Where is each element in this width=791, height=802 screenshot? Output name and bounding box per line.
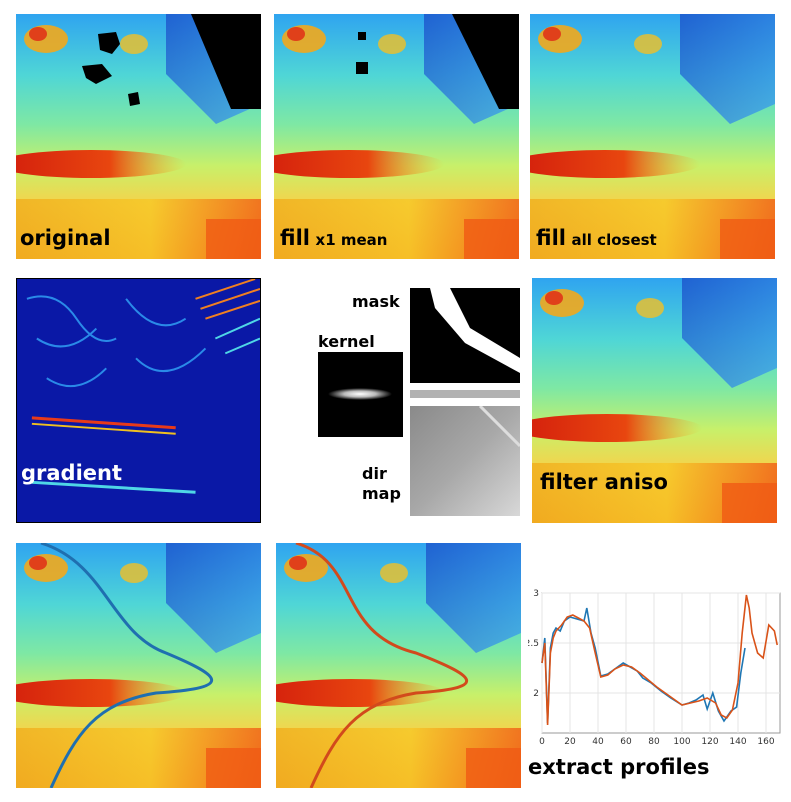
x-tick-label: 100 xyxy=(673,737,690,747)
x-tick-label: 20 xyxy=(564,737,576,747)
missing-region xyxy=(356,62,368,74)
dir-map-image xyxy=(410,406,520,516)
y-tick-label: 2.5 xyxy=(528,639,539,649)
fill-closest-panel: fill all closest xyxy=(530,14,775,259)
x-tick-label: 0 xyxy=(539,737,545,747)
gradient-map xyxy=(17,279,260,522)
missing-region xyxy=(191,14,261,109)
fill-mean-panel: fill x1 mean xyxy=(274,14,519,259)
extract-profiles-panel: 0 20 40 60 80 100 120 140 160 2 2.5 3 extract profi… xyxy=(528,585,783,790)
profile-curve-blue xyxy=(40,543,213,788)
gradient-panel: gradient xyxy=(16,278,261,523)
profile-curve-orange xyxy=(295,543,468,788)
fill-mean-heatmap xyxy=(274,14,519,259)
profile-orange-panel xyxy=(276,543,521,788)
fill-closest-heatmap xyxy=(530,14,775,259)
profile-blue-panel xyxy=(16,543,261,788)
caption-gradient: gradient xyxy=(21,461,123,485)
dir-map-label: dir map xyxy=(362,464,401,503)
x-tick-label: 60 xyxy=(620,737,632,747)
missing-region xyxy=(98,32,120,54)
missing-region xyxy=(452,14,519,109)
profile-orange-heatmap xyxy=(276,543,521,788)
caption-fill-closest: fill all closest xyxy=(536,226,657,250)
kernel-image xyxy=(318,352,403,437)
missing-region xyxy=(358,32,366,40)
mask-image xyxy=(410,288,520,403)
profile-chart: 0 20 40 60 80 100 120 140 160 2 2.5 3 xyxy=(528,589,781,747)
original-heatmap xyxy=(16,14,261,259)
caption-filter-aniso: filter aniso xyxy=(540,470,668,494)
profile-series-2 xyxy=(541,594,778,726)
x-tick-label: 160 xyxy=(757,737,774,747)
kernel-label: kernel xyxy=(318,332,375,351)
x-tick-label: 40 xyxy=(592,737,604,747)
filter-aniso-panel: filter aniso xyxy=(532,278,777,523)
caption-fill-mean: fill x1 mean xyxy=(280,226,388,250)
x-tick-label: 80 xyxy=(648,737,660,747)
profile-series-1 xyxy=(541,607,746,724)
y-tick-label: 3 xyxy=(533,589,539,599)
y-tick-label: 2 xyxy=(533,689,539,699)
mask-label: mask xyxy=(352,292,400,311)
caption-original: original xyxy=(20,226,111,250)
x-tick-label: 140 xyxy=(729,737,746,747)
original-panel: original xyxy=(16,14,261,259)
missing-region xyxy=(128,92,140,106)
caption-extract-profiles: extract profiles xyxy=(528,755,710,779)
x-tick-label: 120 xyxy=(701,737,718,747)
mask-kernel-panel: mask kernel dir map xyxy=(300,280,525,520)
missing-region xyxy=(82,64,112,84)
profile-blue-heatmap xyxy=(16,543,261,788)
